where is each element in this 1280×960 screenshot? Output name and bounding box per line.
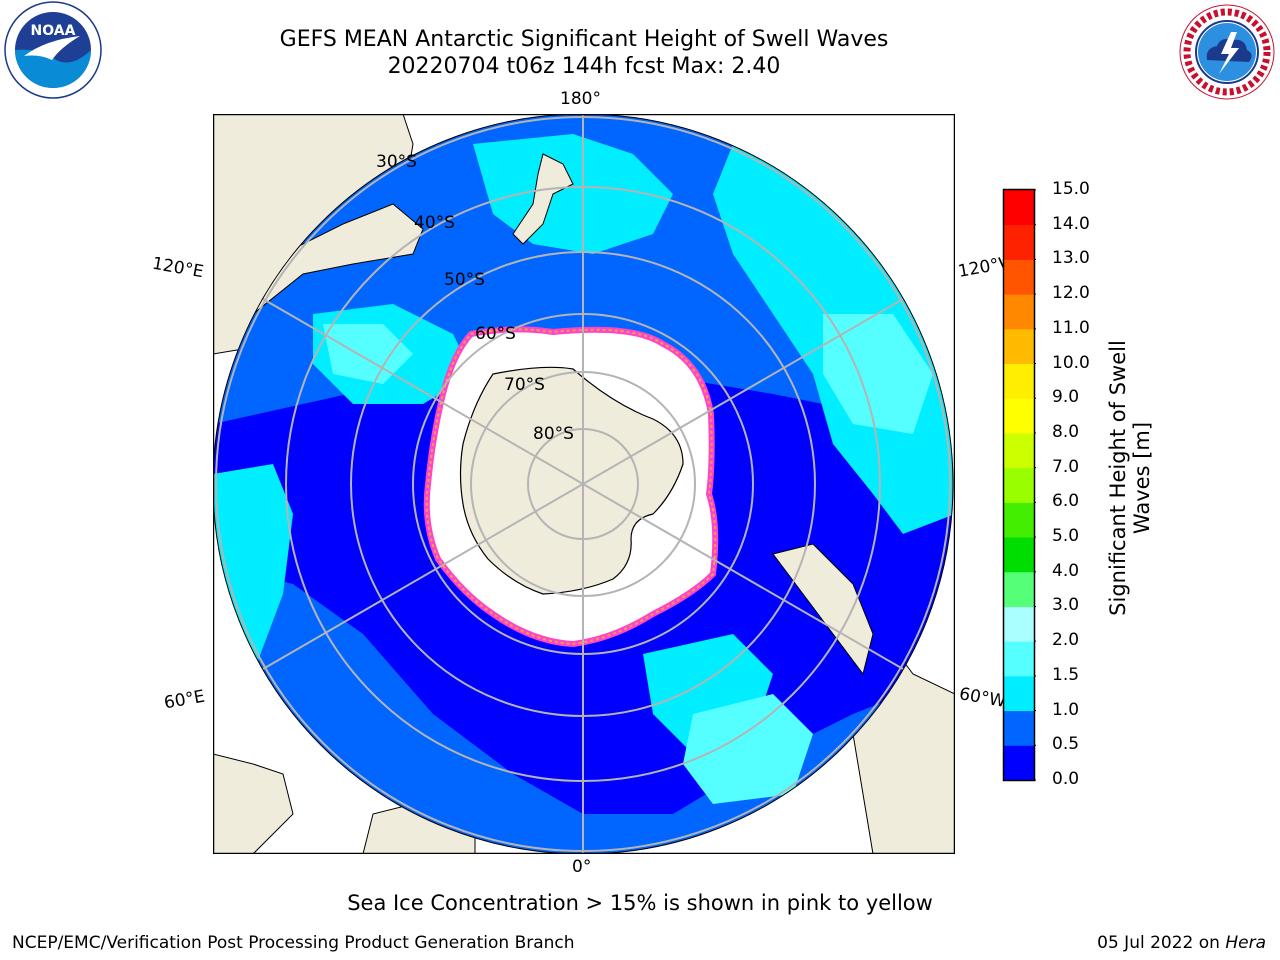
lat-label-40s: 40°S xyxy=(414,213,455,233)
colorbar-tick-label: 11.0 xyxy=(1052,317,1090,338)
swell-band-1-5-2-0 xyxy=(683,694,813,804)
colorbar-bin xyxy=(1004,606,1034,642)
colorbar-bin xyxy=(1004,675,1034,712)
credit-line: NCEP/EMC/Verification Post Processing Pr… xyxy=(12,933,575,953)
colorbar-bin xyxy=(1004,571,1034,607)
new-zealand xyxy=(512,153,574,245)
chart-title: GEFS MEAN Antarctic Significant Height o… xyxy=(279,27,889,52)
colorbar-tick-label: 15.0 xyxy=(1052,179,1090,199)
lon-label-60w: 60°W xyxy=(957,684,1008,712)
colorbar-bin xyxy=(1004,467,1034,503)
colorbar-title-line2: Waves [m] xyxy=(1130,421,1154,535)
colorbar-tick-label: 6.0 xyxy=(1052,491,1080,512)
colorbar-bin xyxy=(1004,745,1034,781)
colorbar-frame xyxy=(1002,188,1036,782)
lon-label-180: 180° xyxy=(560,89,601,109)
colorbar-tick-label: 12.0 xyxy=(1052,283,1090,304)
colorbar-bin xyxy=(1004,363,1034,399)
lon-label-0: 0° xyxy=(572,857,592,877)
noaa-logo-text: NOAA xyxy=(31,23,76,39)
lon-label-120e: 120°E xyxy=(150,253,206,283)
colorbar-tick-label: 3.0 xyxy=(1052,595,1080,616)
colorbar-tick-label: 2.0 xyxy=(1052,630,1080,651)
colorbar-tick-label: 0.0 xyxy=(1052,769,1080,789)
colorbar-bin xyxy=(1004,502,1034,538)
colorbar-tick-label: 8.0 xyxy=(1052,421,1080,442)
map-frame xyxy=(213,114,955,854)
graticule xyxy=(215,114,951,854)
colorbar-bin xyxy=(1004,328,1034,365)
host-name: Hera xyxy=(1225,933,1266,953)
colorbar-tick-label: 5.0 xyxy=(1052,526,1080,547)
colorbar-bin xyxy=(1004,294,1034,330)
lat-label-30s: 30°S xyxy=(376,152,417,172)
nws-logo xyxy=(1179,4,1275,100)
colorbar-bin xyxy=(1004,398,1034,434)
colorbar-tick-label: 1.5 xyxy=(1052,664,1080,685)
colorbar-bin xyxy=(1004,537,1034,573)
colorbar xyxy=(1002,188,1036,782)
noaa-logo: NOAA xyxy=(4,1,102,99)
sea-ice-caption: Sea Ice Concentration > 15% is shown in … xyxy=(347,891,933,915)
lat-label-50s: 50°S xyxy=(444,270,485,290)
colorbar-bin xyxy=(1004,259,1034,295)
colorbar-bin xyxy=(1004,190,1034,226)
polar-map xyxy=(213,114,955,854)
south-america xyxy=(772,543,874,676)
colorbar-tick-label: 1.0 xyxy=(1052,699,1080,720)
lat-label-60s: 60°S xyxy=(475,324,516,344)
colorbar-tick-label: 14.0 xyxy=(1052,213,1090,234)
colorbar-bin xyxy=(1004,432,1034,469)
colorbar-tick-label: 9.0 xyxy=(1052,387,1080,408)
colorbar-bin xyxy=(1004,641,1034,677)
colorbar-bin xyxy=(1004,224,1034,260)
lat-label-70s: 70°S xyxy=(504,375,545,395)
colorbar-title-line1: Significant Height of Swell xyxy=(1106,340,1130,616)
colorbar-tick-label: 7.0 xyxy=(1052,456,1080,477)
lat-label-80s: 80°S xyxy=(533,424,574,444)
date-text: 05 Jul 2022 on xyxy=(1097,933,1226,953)
date-stamp: 05 Jul 2022 on Hera xyxy=(1097,933,1266,953)
colorbar-tick-label: 13.0 xyxy=(1052,248,1090,269)
colorbar-tick-label: 0.5 xyxy=(1052,734,1080,755)
colorbar-bin xyxy=(1004,710,1034,746)
antarctica xyxy=(459,366,684,595)
colorbar-tick-label: 10.0 xyxy=(1052,352,1090,373)
colorbar-tick-label: 4.0 xyxy=(1052,560,1080,581)
lon-label-60e: 60°E xyxy=(162,686,207,714)
chart-subtitle: 20220704 t06z 144h fcst Max: 2.40 xyxy=(387,54,781,79)
